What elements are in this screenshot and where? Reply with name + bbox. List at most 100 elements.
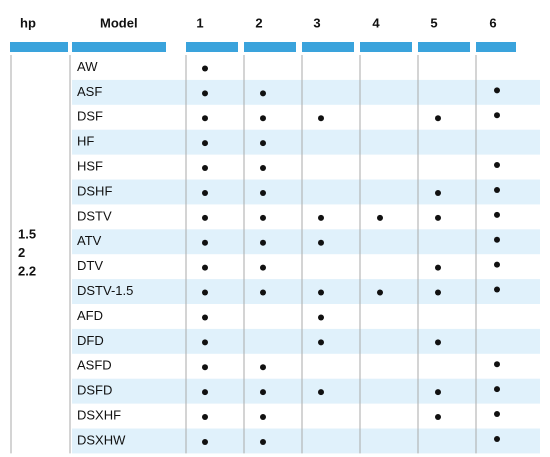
dot (435, 189, 441, 196)
model-name: HF (77, 134, 94, 149)
model-name: DTV (77, 258, 103, 273)
dot (260, 165, 266, 172)
dot (435, 115, 441, 122)
dot (494, 87, 500, 94)
dot (260, 140, 266, 147)
model-name: AW (77, 59, 98, 74)
dot (202, 165, 208, 172)
dot (494, 411, 500, 418)
header-bar (72, 42, 166, 52)
dot (494, 112, 500, 119)
model-name: HSF (77, 158, 103, 173)
header-bar (360, 42, 412, 52)
dot (260, 289, 266, 296)
column-header: 4 (372, 15, 380, 30)
dot (494, 361, 500, 368)
hp-value: 2.2 (18, 263, 36, 278)
header-bar (186, 42, 238, 52)
dot (435, 414, 441, 421)
column-header: Model (100, 15, 138, 30)
model-name: DSXHW (77, 432, 126, 447)
dot (318, 115, 324, 122)
model-name: ASFD (77, 358, 112, 373)
header-bar (302, 42, 354, 52)
row-stripe (72, 129, 540, 155)
row-stripe (72, 428, 540, 454)
row-stripe (72, 229, 540, 255)
model-name: DSTV-1.5 (77, 283, 133, 298)
column-header: 3 (313, 15, 320, 30)
dot (202, 289, 208, 296)
dot (318, 289, 324, 296)
dot (494, 211, 500, 218)
dot (260, 389, 266, 396)
model-name: DSFD (77, 383, 112, 398)
dot (494, 236, 500, 243)
column-header: hp (20, 15, 36, 30)
dot (202, 389, 208, 396)
header-bar (244, 42, 296, 52)
model-name: DFD (77, 333, 104, 348)
dot (318, 239, 324, 246)
dot (202, 214, 208, 221)
header-bar (10, 42, 68, 52)
dot (260, 264, 266, 271)
dot (202, 414, 208, 421)
dot (260, 115, 266, 122)
model-name: AFD (77, 308, 103, 323)
dot (202, 364, 208, 371)
dot (494, 286, 500, 293)
model-name: ATV (77, 233, 102, 248)
dot (494, 386, 500, 393)
dot (318, 214, 324, 221)
dot (202, 264, 208, 271)
header-bar (418, 42, 470, 52)
hp-value: 2 (18, 245, 25, 260)
column-header: 5 (430, 15, 437, 30)
dot (318, 339, 324, 346)
dot (202, 140, 208, 147)
dot (377, 289, 383, 296)
dot (435, 264, 441, 271)
column-header: 1 (196, 15, 203, 30)
dot (435, 339, 441, 346)
dot (202, 339, 208, 346)
dot (494, 261, 500, 268)
dot (260, 239, 266, 246)
dot (435, 289, 441, 296)
dot (494, 435, 500, 442)
dot (318, 389, 324, 396)
dot (260, 214, 266, 221)
column-header: 2 (255, 15, 262, 30)
dot (494, 162, 500, 169)
dot (494, 186, 500, 193)
dot (377, 214, 383, 221)
dot (260, 189, 266, 196)
dot (202, 65, 208, 72)
model-name: DSTV (77, 208, 112, 223)
model-name: DSF (77, 109, 103, 124)
row-stripe (72, 279, 540, 304)
dot (260, 90, 266, 97)
dot (202, 115, 208, 122)
dot (202, 438, 208, 445)
row-stripe (72, 179, 540, 205)
dot (260, 414, 266, 421)
header-bar (476, 42, 516, 52)
row-stripe (72, 328, 540, 354)
model-name: DSXHF (77, 407, 121, 422)
model-name: DSHF (77, 183, 112, 198)
column-header: 6 (489, 15, 496, 30)
dot (318, 314, 324, 321)
dot (260, 438, 266, 445)
model-name: ASF (77, 84, 102, 99)
dot (435, 389, 441, 396)
row-stripe (72, 79, 540, 105)
dot (260, 364, 266, 371)
dot (435, 214, 441, 221)
dot (202, 314, 208, 321)
dot (202, 239, 208, 246)
hp-value: 1.5 (18, 226, 36, 241)
row-stripe (72, 378, 540, 404)
